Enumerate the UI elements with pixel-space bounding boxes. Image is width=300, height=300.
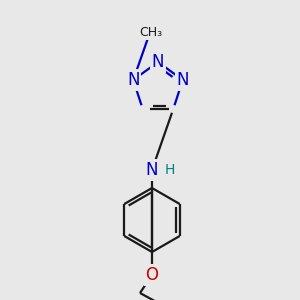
Text: N: N bbox=[146, 161, 158, 179]
Text: N: N bbox=[152, 53, 164, 71]
Text: CH₃: CH₃ bbox=[140, 26, 163, 38]
Text: O: O bbox=[146, 266, 158, 284]
Text: N: N bbox=[176, 71, 189, 89]
Text: N: N bbox=[127, 71, 140, 89]
Text: H: H bbox=[165, 163, 175, 177]
